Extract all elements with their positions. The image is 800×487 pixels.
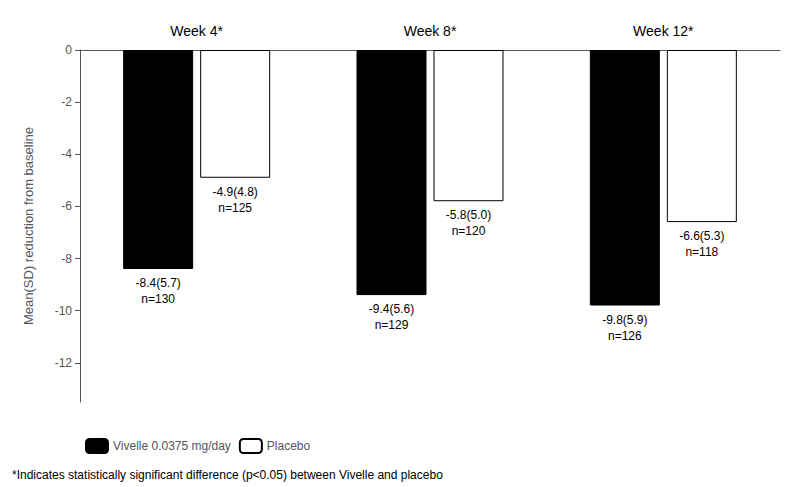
svg-text:-8: -8 bbox=[61, 252, 72, 266]
svg-text:n=129: n=129 bbox=[375, 318, 409, 332]
svg-text:Week 4*: Week 4* bbox=[170, 23, 223, 39]
svg-text:0: 0 bbox=[65, 43, 72, 57]
svg-text:-6: -6 bbox=[61, 199, 72, 213]
svg-text:n=118: n=118 bbox=[685, 245, 718, 259]
svg-text:-5.8(5.0): -5.8(5.0) bbox=[446, 208, 491, 222]
svg-text:Week 8*: Week 8* bbox=[404, 23, 457, 39]
svg-text:n=120: n=120 bbox=[452, 224, 486, 238]
svg-text:n=126: n=126 bbox=[608, 329, 642, 343]
svg-text:Week 12*: Week 12* bbox=[633, 23, 694, 39]
svg-text:-4: -4 bbox=[61, 147, 72, 161]
svg-text:Placebo: Placebo bbox=[267, 439, 311, 453]
svg-text:-8.4(5.7): -8.4(5.7) bbox=[135, 276, 180, 290]
svg-text:-10: -10 bbox=[55, 304, 73, 318]
svg-text:n=130: n=130 bbox=[141, 292, 175, 306]
svg-text:Mean(SD) reduction from baseli: Mean(SD) reduction from baseline bbox=[21, 127, 36, 325]
svg-text:-6.6(5.3): -6.6(5.3) bbox=[679, 229, 724, 243]
svg-text:-2: -2 bbox=[61, 95, 72, 109]
svg-text:*Indicates statistically signi: *Indicates statistically significant dif… bbox=[12, 468, 443, 482]
svg-text:-4.9(4.8): -4.9(4.8) bbox=[212, 185, 257, 199]
svg-text:-9.4(5.6): -9.4(5.6) bbox=[369, 302, 414, 316]
svg-text:-12: -12 bbox=[55, 356, 73, 370]
svg-text:Vivelle 0.0375 mg/day: Vivelle 0.0375 mg/day bbox=[113, 439, 231, 453]
svg-text:-9.8(5.9): -9.8(5.9) bbox=[602, 313, 647, 327]
svg-text:n=125: n=125 bbox=[218, 201, 252, 215]
